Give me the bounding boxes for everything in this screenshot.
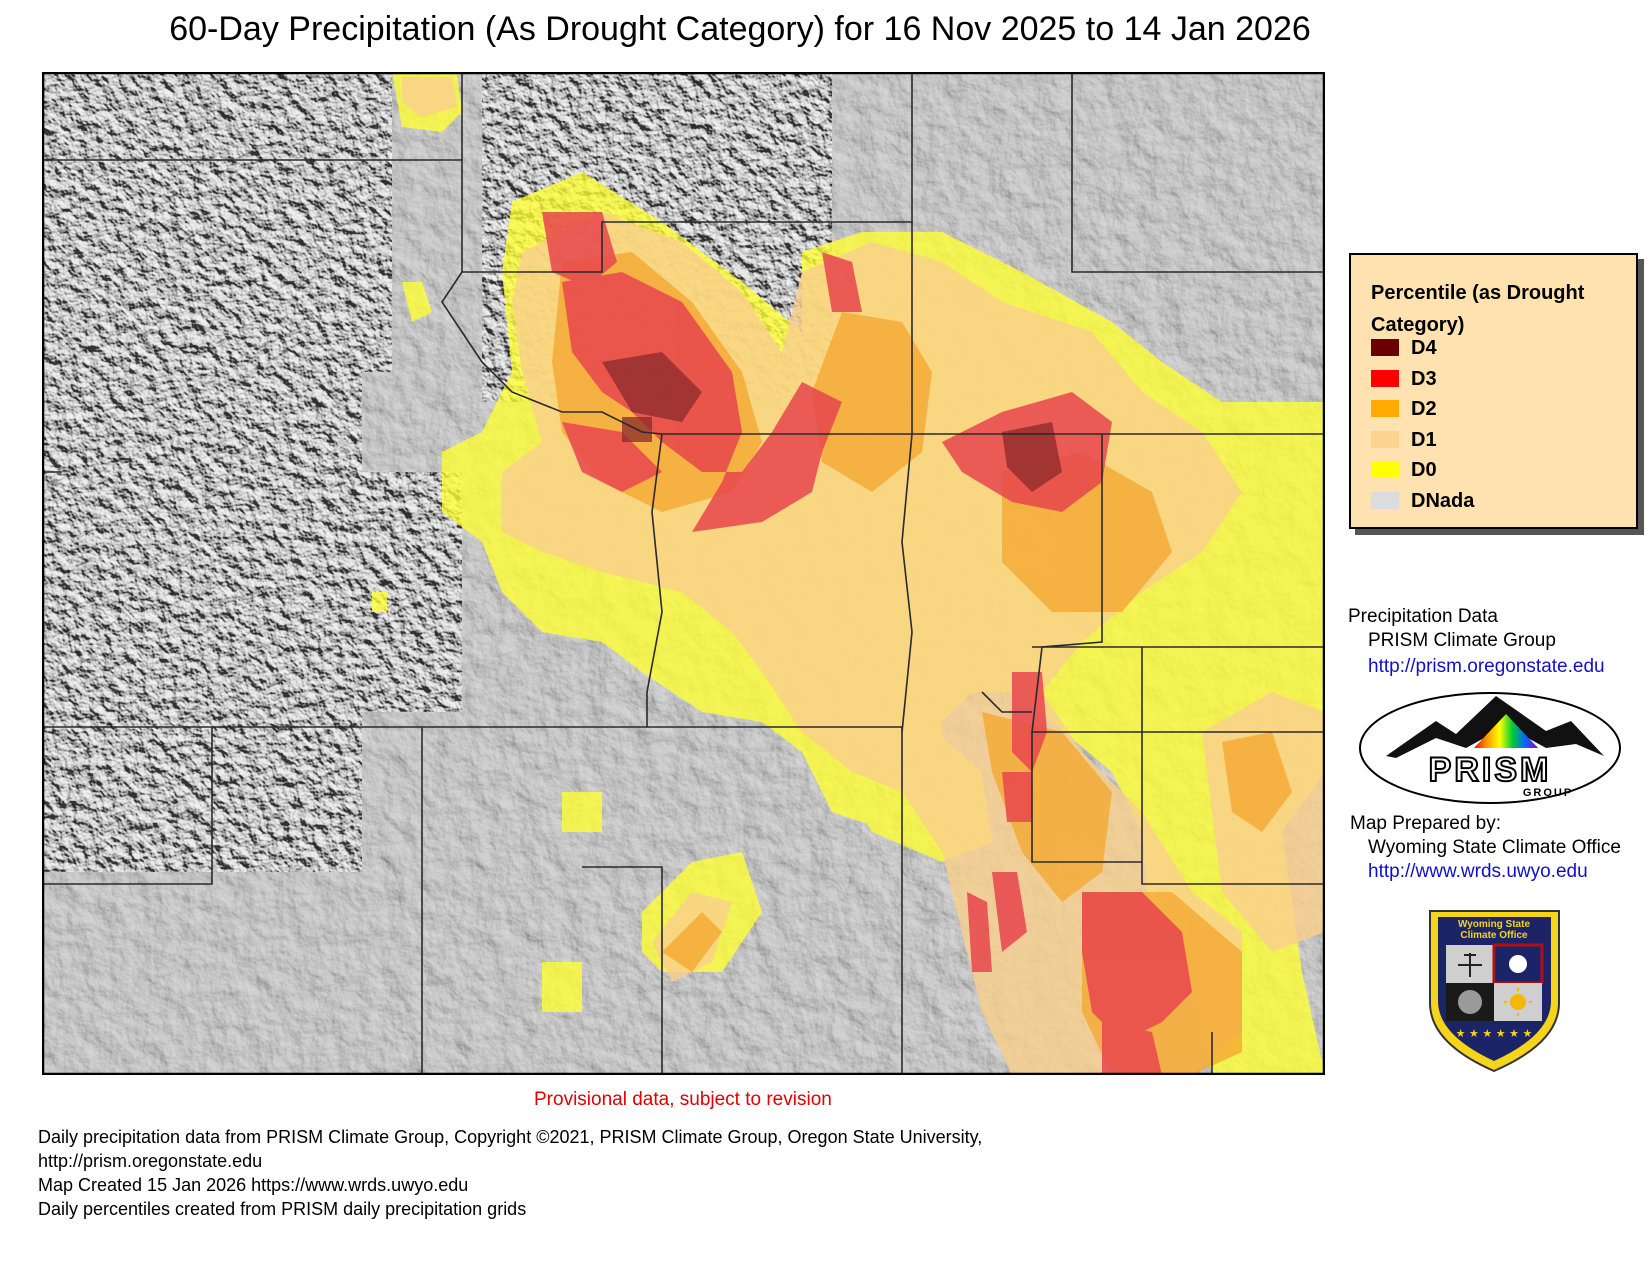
legend-swatch-d2 — [1371, 400, 1399, 417]
state-border — [42, 72, 1325, 1075]
flag-bison-icon — [1509, 955, 1527, 973]
legend-swatch-d0 — [1371, 461, 1399, 478]
prism-logo: PRISM GROUP — [1359, 692, 1621, 804]
legend-swatch-dnada — [1371, 492, 1399, 509]
footer-line-4: Daily percentiles created from PRISM dai… — [38, 1199, 527, 1219]
legend-swatch-d3 — [1371, 370, 1399, 387]
map-title: 60-Day Precipitation (As Drought Categor… — [169, 10, 1311, 48]
footer-line-2: http://prism.oregonstate.edu — [38, 1151, 263, 1171]
legend-label-d3: D3 — [1411, 368, 1437, 390]
legend-label-dnada: DNada — [1411, 490, 1475, 512]
prism-url-link[interactable]: http://prism.oregonstate.edu — [1368, 656, 1605, 677]
footer-line-3: Map Created 15 Jan 2026 https://www.wrds… — [38, 1175, 469, 1195]
footer-line-1: Daily precipitation data from PRISM Clim… — [38, 1127, 983, 1147]
prepared-by-org: Wyoming State Climate Office — [1368, 837, 1621, 858]
legend-label-d4: D4 — [1411, 337, 1437, 359]
prism-logo-subtext: GROUP — [1523, 787, 1573, 799]
sun-icon — [1510, 994, 1526, 1010]
precip-data-heading: Precipitation Data — [1348, 606, 1498, 627]
wsco-logo: Wyoming State Climate Office ★ ★ ★ ★ ★ ★ — [1429, 910, 1560, 1073]
weathervane-icon — [1458, 953, 1482, 977]
wrds-url-link[interactable]: http://www.wrds.uwyo.edu — [1368, 861, 1588, 882]
legend-title: Percentile (as Drought Category) — [1371, 282, 1585, 336]
precip-data-source: PRISM Climate Group — [1368, 630, 1556, 651]
legend-label-d1: D1 — [1411, 429, 1437, 451]
prism-logo-text: PRISM — [1429, 751, 1552, 789]
stars-icon: ★ ★ ★ ★ ★ ★ — [1456, 1027, 1533, 1040]
prepared-by-heading: Map Prepared by: — [1350, 813, 1502, 834]
wsco-logo-line2: Climate Office — [1460, 930, 1528, 941]
county-boundaries — [42, 72, 1325, 1075]
legend-label-d2: D2 — [1411, 398, 1437, 420]
legend-label-d0: D0 — [1411, 459, 1437, 481]
provisional-note: Provisional data, subject to revision — [534, 1089, 832, 1110]
precipitation-map — [42, 72, 1325, 1075]
legend: Percentile (as Drought Category) D4 D3 D… — [1349, 253, 1638, 529]
moon-icon — [1458, 990, 1482, 1014]
legend-swatch-d4 — [1371, 339, 1399, 356]
d4-areas — [602, 352, 1062, 492]
legend-swatch-d1 — [1371, 431, 1399, 448]
wsco-logo-line1: Wyoming State — [1458, 919, 1530, 930]
